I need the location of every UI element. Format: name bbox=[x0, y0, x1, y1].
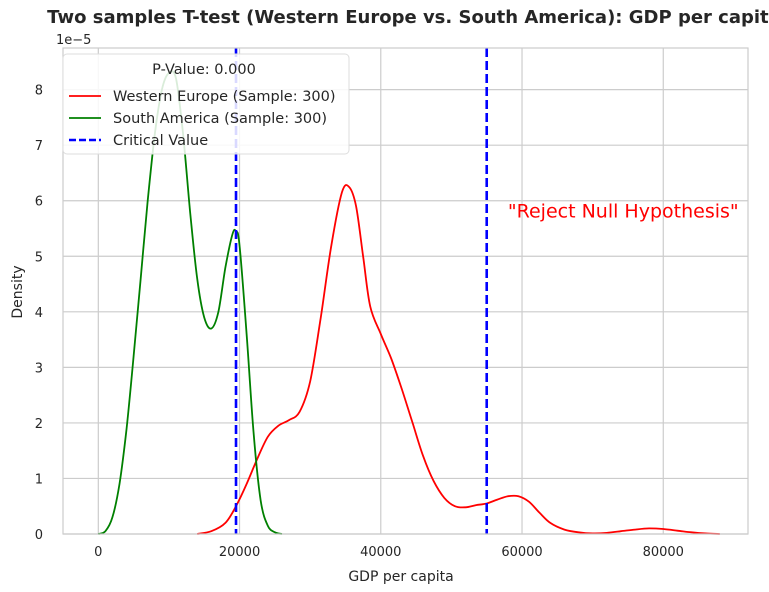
legend-entry-label: Western Europe (Sample: 300) bbox=[113, 89, 336, 105]
series-line-0 bbox=[197, 184, 720, 535]
y-axis-label: Density bbox=[10, 265, 26, 318]
legend-entry-label: South America (Sample: 300) bbox=[113, 111, 327, 127]
y-tick-label: 6 bbox=[35, 195, 43, 210]
plot-frame bbox=[62, 47, 749, 535]
legend-title: P-Value: 0.000 bbox=[152, 62, 256, 78]
x-tick-label: 40000 bbox=[360, 545, 401, 560]
x-tick-label: 80000 bbox=[643, 545, 684, 560]
y-axis-ticks: 0 1 2 3 4 5 6 7 8 bbox=[35, 84, 43, 543]
y-tick-label: 5 bbox=[35, 250, 43, 265]
legend: P-Value: 0.000 Western Europe (Sample: 30… bbox=[62, 53, 350, 155]
x-axis-label: GDP per capita bbox=[348, 569, 453, 585]
plot-area bbox=[97, 48, 720, 535]
grid bbox=[63, 48, 748, 535]
y-tick-label: 4 bbox=[35, 306, 43, 321]
x-tick-label: 60000 bbox=[501, 545, 542, 560]
y-tick-label: 2 bbox=[35, 417, 43, 432]
y-tick-label: 7 bbox=[35, 139, 43, 154]
chart-title: Two samples T-test (Western Europe vs. S… bbox=[47, 7, 769, 28]
y-tick-label: 0 bbox=[35, 528, 43, 543]
legend-entry-label: Critical Value bbox=[113, 133, 208, 149]
x-tick-label: 0 bbox=[94, 545, 102, 560]
series-line-1 bbox=[97, 70, 283, 535]
reject-null-annotation: "Reject Null Hypothesis" bbox=[508, 200, 739, 222]
x-tick-label: 20000 bbox=[219, 545, 260, 560]
legend-box bbox=[62, 53, 350, 155]
y-tick-label: 1 bbox=[35, 472, 43, 487]
y-offset-label: 1e−5 bbox=[56, 33, 91, 48]
y-tick-label: 3 bbox=[35, 361, 43, 376]
y-tick-label: 8 bbox=[35, 84, 43, 99]
x-axis-ticks: 0 20000 40000 60000 80000 bbox=[94, 545, 684, 560]
